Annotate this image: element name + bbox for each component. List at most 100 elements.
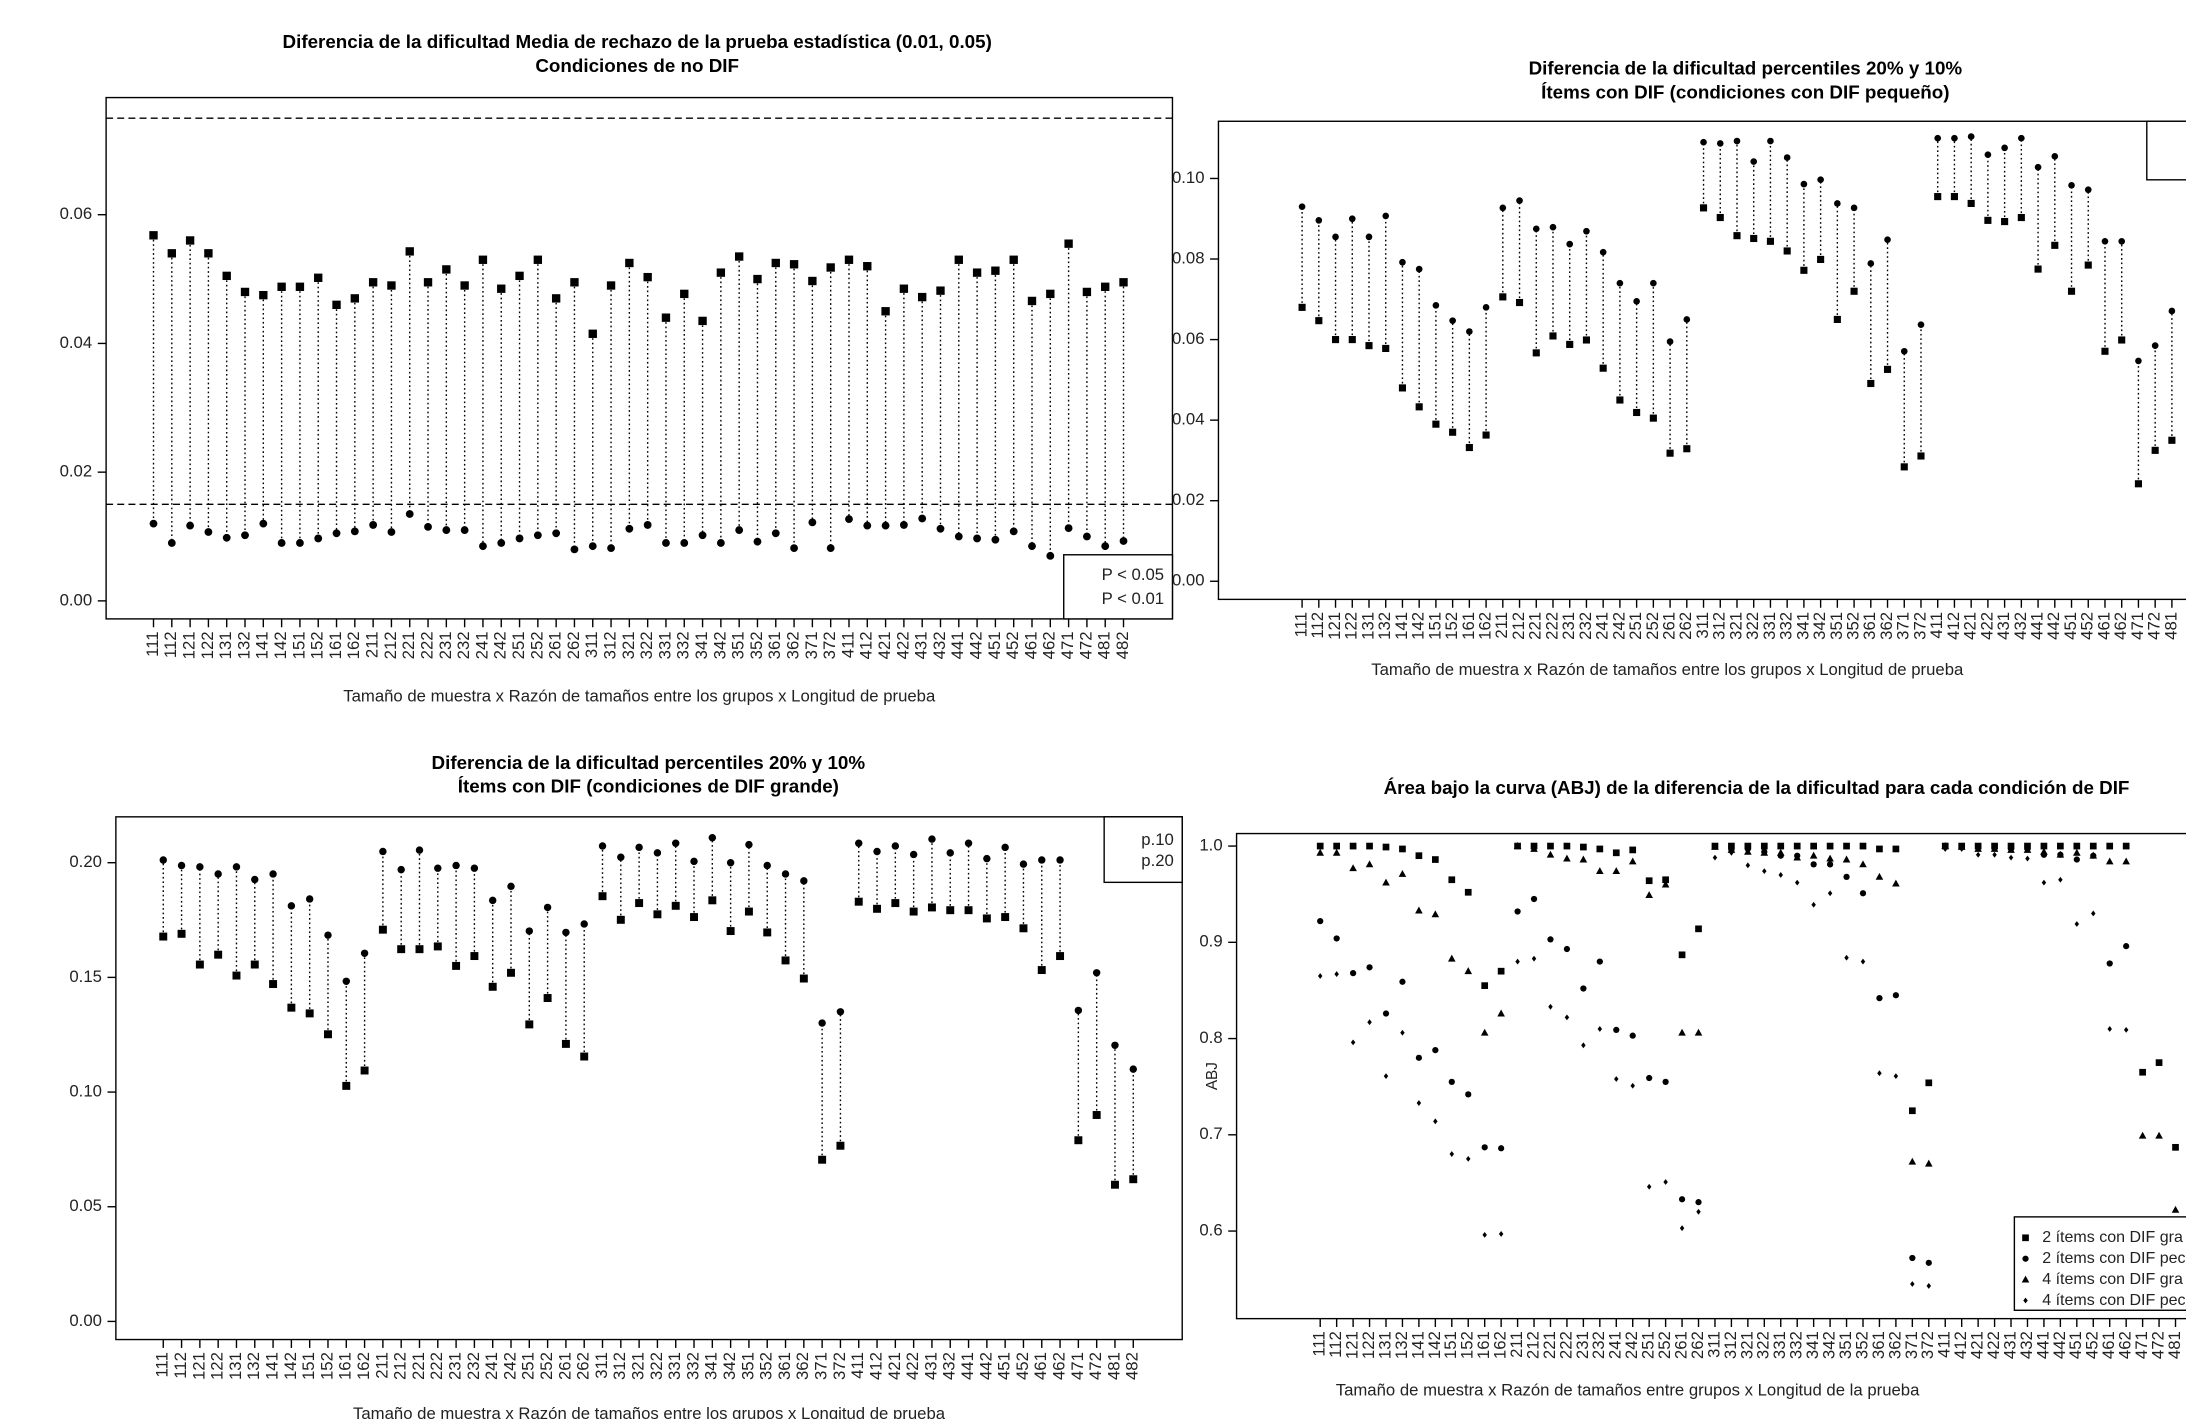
x-tick-label: 121 [1343, 1331, 1362, 1359]
marker-diamond [1466, 1155, 1471, 1162]
marker-circle [1129, 1065, 1137, 1073]
marker-circle [1009, 527, 1018, 536]
marker-square [1056, 952, 1065, 961]
x-tick-label: 361 [1869, 1331, 1888, 1359]
marker-diamond [2023, 1297, 2028, 1304]
chart-title: Diferencia de la dificultad Media de rec… [283, 31, 992, 52]
marker-circle [442, 526, 451, 534]
x-tick-label: 422 [893, 631, 912, 659]
marker-square [295, 282, 305, 291]
x-tick-label: 462 [2116, 1331, 2135, 1359]
x-tick-label: 312 [1710, 612, 1729, 640]
marker-triangle [1990, 844, 1999, 852]
x-tick-label: 122 [1342, 612, 1361, 640]
marker-square [799, 974, 808, 983]
marker-square [1967, 199, 1975, 207]
marker-circle [1834, 200, 1841, 207]
x-tick-label: 452 [1013, 1352, 1032, 1380]
x-tick-label: 222 [1542, 612, 1561, 640]
marker-circle [964, 839, 973, 847]
x-tick-label: 342 [1820, 1331, 1839, 1359]
marker-square [1984, 216, 1992, 224]
marker-circle [470, 864, 479, 872]
marker-square [964, 906, 973, 915]
marker-triangle [2105, 857, 2114, 865]
x-tick-label: 121 [189, 1352, 208, 1380]
marker-square [1950, 193, 1958, 201]
marker-square [2168, 436, 2176, 444]
marker-circle [617, 853, 625, 861]
marker-circle [360, 949, 369, 958]
marker-circle [1662, 1078, 1669, 1085]
x-tick-label: 221 [1540, 1331, 1559, 1359]
legend-box [2013, 1216, 2186, 1311]
marker-circle [488, 896, 497, 905]
marker-circle [1843, 873, 1850, 880]
x-tick-label: 362 [1877, 612, 1896, 640]
marker-circle [1092, 969, 1101, 977]
marker-square [360, 1066, 369, 1075]
marker-square [515, 271, 524, 281]
x-tick-label: 142 [271, 631, 290, 659]
marker-square [2001, 218, 2009, 226]
marker-diamond [1729, 849, 1734, 856]
marker-circle [983, 854, 991, 863]
x-tick-label: 462 [1049, 1352, 1068, 1380]
marker-square [844, 255, 854, 264]
x-tick-label: 351 [729, 631, 748, 659]
x-tick-label: 422 [1984, 1331, 2003, 1359]
marker-triangle [1546, 850, 1555, 858]
marker-circle [2118, 237, 2126, 245]
x-tick-label: 111 [1310, 1331, 1329, 1356]
x-tick-label: 112 [1326, 1331, 1345, 1358]
marker-square [2034, 265, 2042, 273]
marker-square [909, 907, 918, 916]
marker-diamond [1317, 973, 1323, 979]
x-tick-label: 252 [1643, 612, 1662, 640]
marker-triangle [1612, 867, 1621, 874]
marker-circle [405, 510, 414, 518]
marker-circle [1810, 861, 1817, 868]
marker-diamond [1975, 851, 1981, 858]
marker-diamond [1597, 1026, 1603, 1032]
marker-circle [1917, 321, 1925, 328]
x-tick-label: 151 [289, 631, 308, 659]
marker-square [1733, 232, 1741, 240]
x-tick-label: 321 [1737, 1331, 1756, 1359]
x-tick-label: 111 [1292, 612, 1311, 637]
marker-square [1449, 428, 1457, 436]
x-axis-label: Tamaño de muestra x Razón de tamaños ent… [343, 686, 936, 705]
marker-square [1110, 1180, 1119, 1189]
legend-label: 2 ítems con DIF pec [2042, 1249, 2185, 1267]
marker-circle [149, 519, 158, 528]
marker-circle [1984, 151, 1992, 159]
marker-square [991, 266, 1000, 275]
x-tick-label: 361 [765, 631, 784, 659]
marker-circle [1596, 958, 1603, 965]
marker-square [946, 906, 955, 915]
marker-circle [1498, 1145, 1505, 1152]
x-tick-label: 431 [2000, 1331, 2019, 1359]
marker-square [580, 1052, 589, 1061]
legend-box [1063, 554, 1174, 620]
marker-circle [946, 849, 954, 857]
x-tick-label: 311 [582, 631, 601, 658]
marker-circle [690, 857, 698, 866]
marker-triangle [1760, 848, 1769, 856]
marker-square [2057, 842, 2064, 850]
x-tick-label: 471 [1058, 631, 1077, 659]
x-tick-label: 222 [427, 1352, 446, 1380]
marker-square [1867, 379, 1875, 388]
marker-square [214, 950, 223, 959]
x-tick-label: 252 [537, 1352, 556, 1380]
x-tick-label: 421 [875, 631, 894, 659]
marker-square [1645, 877, 1653, 885]
marker-square [836, 1141, 845, 1150]
x-tick-label: 472 [1076, 631, 1095, 659]
marker-square [551, 294, 561, 303]
marker-square [1892, 845, 1900, 853]
marker-circle [369, 521, 378, 529]
y-tick-label: 0.00 [60, 590, 93, 609]
marker-circle [1909, 1254, 1916, 1262]
x-tick-label: 252 [527, 631, 546, 659]
